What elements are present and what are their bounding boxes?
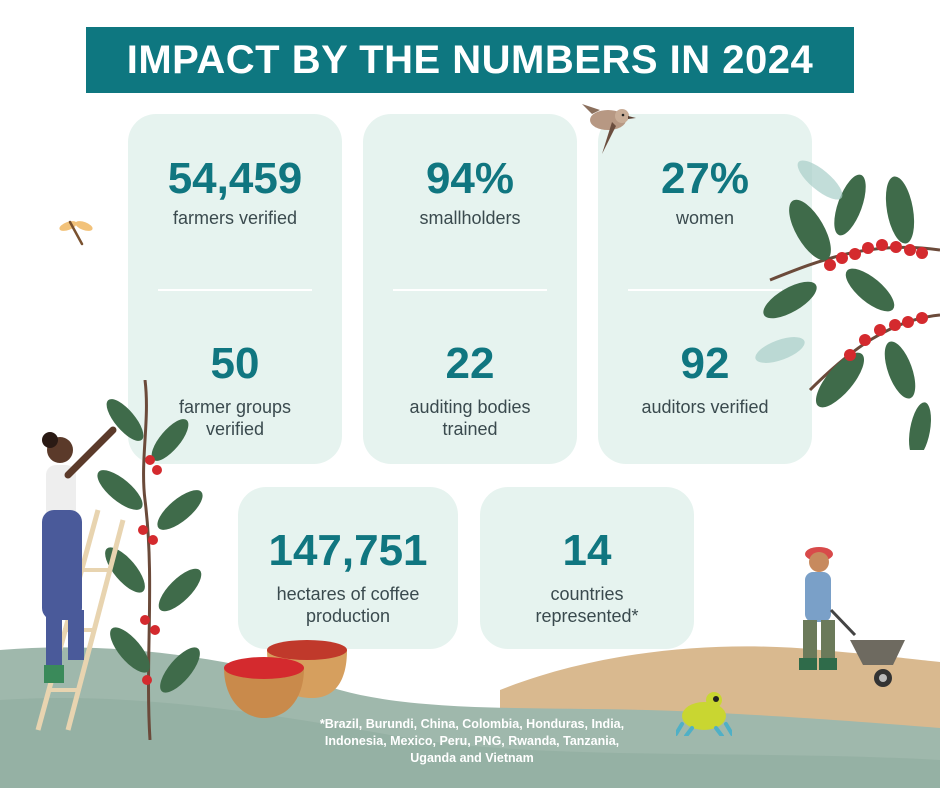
stat-value: 27% [660, 154, 750, 203]
coffee-picker-illustration [35, 426, 126, 731]
stat-label: women [675, 208, 735, 228]
stat-label: farmers verified [172, 208, 298, 228]
stat-label: trained [442, 419, 498, 439]
stat-value: 94% [425, 154, 515, 203]
wheelbarrow-worker-illustration [799, 547, 905, 687]
stat-value: 92 [680, 339, 730, 388]
stat-farmer-groups: 50 farmer groups verified [128, 342, 342, 440]
stat-auditors-verified: 92 auditors verified [598, 342, 812, 418]
stat-label: smallholders [419, 208, 521, 228]
stat-label: hectares of coffee [276, 584, 420, 604]
stat-label: farmer groups [178, 397, 292, 417]
card-divider [158, 289, 312, 291]
frog-icon [676, 692, 732, 736]
stat-label: countries [550, 584, 624, 604]
stat-value: 14 [562, 526, 612, 575]
stat-label: production [305, 606, 391, 626]
stat-value: 50 [210, 339, 260, 388]
stat-value: 22 [445, 339, 495, 388]
stat-women: 27% women [598, 157, 812, 229]
footnote-line: Indonesia, Mexico, Peru, PNG, Rwanda, Ta… [324, 734, 620, 748]
stat-farmers-verified: 54,459 farmers verified [128, 157, 342, 229]
footnote-line: *Brazil, Burundi, China, Colombia, Hondu… [319, 717, 625, 731]
stat-value: 54,459 [167, 154, 303, 203]
stat-card-hectares: 147,751 hectares of coffee production [238, 487, 458, 649]
stat-value: 147,751 [268, 526, 428, 575]
stat-smallholders: 94% smallholders [363, 157, 577, 229]
dragonfly-icon [59, 220, 93, 246]
stat-card-women: 27% women 92 auditors verified [598, 114, 812, 464]
footnote-line: Uganda and Vietnam [410, 751, 534, 765]
page-title: IMPACT BY THE NUMBERS IN 2024 [126, 37, 814, 82]
stat-auditing-bodies: 22 auditing bodies trained [363, 342, 577, 440]
stat-label: auditing bodies [409, 397, 531, 417]
countries-footnote: *Brazil, Burundi, China, Colombia, Hondu… [282, 716, 662, 767]
bird-icon [582, 104, 636, 154]
stat-label: represented* [535, 606, 639, 626]
coffee-baskets-illustration [224, 640, 347, 718]
stat-countries: 14 countries represented* [480, 529, 694, 627]
card-divider [393, 289, 547, 291]
stat-label: auditors verified [641, 397, 769, 417]
stat-card-countries: 14 countries represented* [480, 487, 694, 649]
stat-card-farmers: 54,459 farmers verified 50 farmer groups… [128, 114, 342, 464]
stat-label: verified [205, 419, 265, 439]
card-divider [628, 289, 782, 291]
stat-hectares: 147,751 hectares of coffee production [238, 529, 458, 627]
title-banner: IMPACT BY THE NUMBERS IN 2024 [86, 27, 854, 93]
coffee-branch-right [755, 160, 940, 450]
stat-card-smallholders: 94% smallholders 22 auditing bodies trai… [363, 114, 577, 464]
